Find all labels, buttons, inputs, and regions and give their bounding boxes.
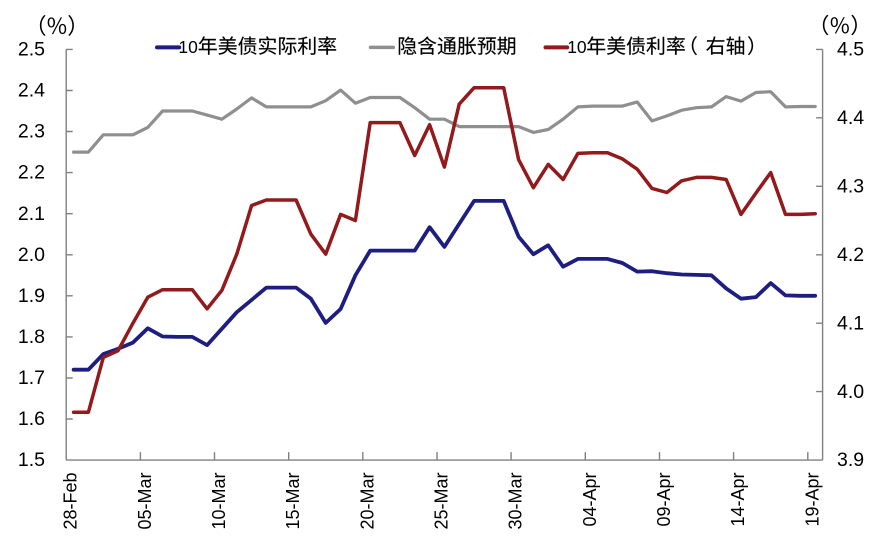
svg-text:1.6: 1.6 xyxy=(18,408,45,430)
svg-text:28-Feb: 28-Feb xyxy=(61,473,81,530)
svg-text:2.2: 2.2 xyxy=(18,162,45,184)
svg-text:4.2: 4.2 xyxy=(837,244,864,266)
svg-text:15-Mar: 15-Mar xyxy=(283,472,303,529)
svg-text:1.7: 1.7 xyxy=(18,367,45,389)
svg-text:1.9: 1.9 xyxy=(18,285,45,307)
svg-text:09-Apr: 09-Apr xyxy=(654,472,674,526)
svg-text:14-Apr: 14-Apr xyxy=(728,472,748,526)
svg-text:2.1: 2.1 xyxy=(18,203,45,225)
svg-text:4.4: 4.4 xyxy=(837,107,864,129)
svg-text:10: 10 xyxy=(567,37,587,57)
svg-text:2.0: 2.0 xyxy=(18,244,45,266)
svg-text:2.3: 2.3 xyxy=(18,121,45,143)
svg-text:19-Apr: 19-Apr xyxy=(802,472,822,526)
svg-text:05-Mar: 05-Mar xyxy=(135,472,155,529)
svg-text:10-Mar: 10-Mar xyxy=(209,472,229,529)
svg-text:2.5: 2.5 xyxy=(18,39,45,61)
svg-text:4.5: 4.5 xyxy=(837,39,864,61)
svg-text:3.9: 3.9 xyxy=(837,449,864,471)
svg-text:10: 10 xyxy=(178,37,198,57)
svg-text:4.1: 4.1 xyxy=(837,312,864,334)
svg-text:1.5: 1.5 xyxy=(18,449,45,471)
svg-text:4.0: 4.0 xyxy=(837,381,864,403)
svg-text:20-Mar: 20-Mar xyxy=(357,472,377,529)
svg-text:25-Mar: 25-Mar xyxy=(432,472,452,529)
svg-text:04-Apr: 04-Apr xyxy=(580,472,600,526)
svg-text:1.8: 1.8 xyxy=(18,326,45,348)
svg-text:2.4: 2.4 xyxy=(18,80,45,102)
svg-text:4.3: 4.3 xyxy=(837,175,864,197)
svg-text:30-Mar: 30-Mar xyxy=(506,472,526,529)
